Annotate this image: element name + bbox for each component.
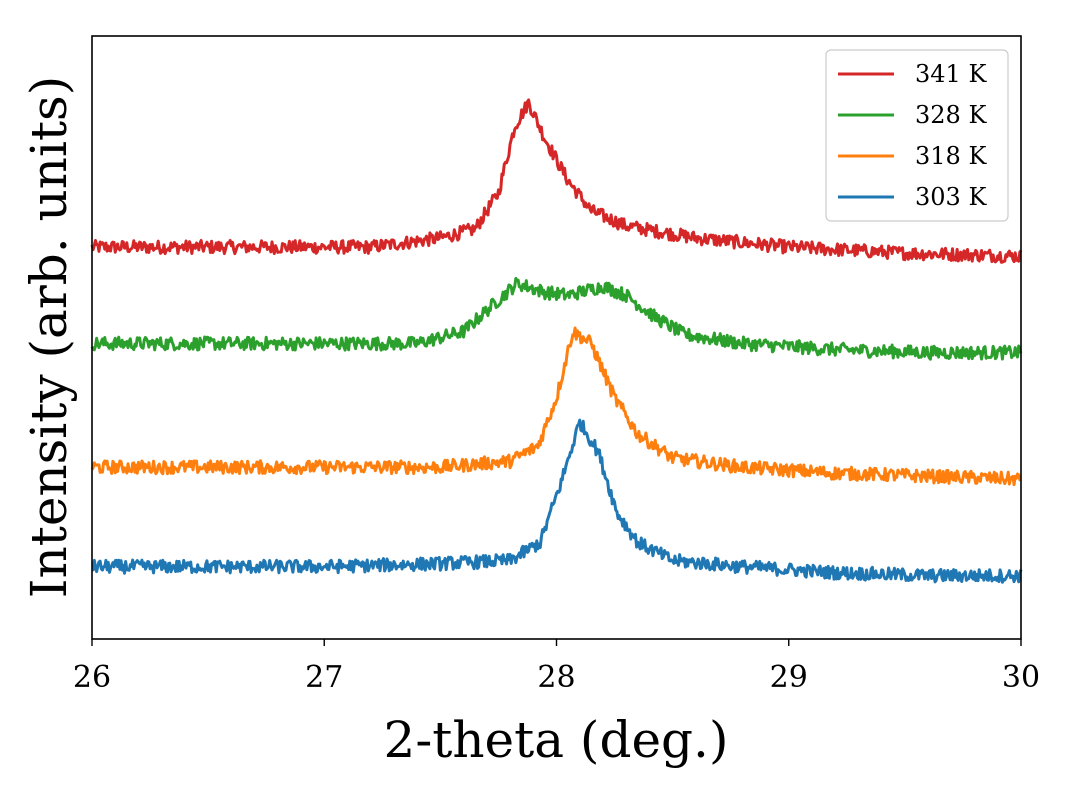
legend-label-2: 318 K — [915, 142, 987, 170]
x-tick-label: 26 — [73, 660, 111, 695]
series-line-2 — [90, 326, 1022, 487]
series-line-3 — [91, 418, 1023, 584]
legend-label-1: 328 K — [915, 101, 987, 129]
x-tick-label: 29 — [770, 660, 808, 695]
series-line-0 — [90, 98, 1023, 264]
series-line-1 — [90, 276, 1023, 361]
legend-box — [825, 49, 1009, 222]
y-axis-title: Intensity (arb. units) — [20, 76, 78, 598]
legend: 341 K 328 K 318 K 303 K — [825, 49, 1009, 222]
series-lines — [90, 98, 1023, 584]
x-axis-title: 2-theta (deg.) — [384, 711, 729, 769]
legend-label-3: 303 K — [915, 183, 987, 211]
x-axis-ticks: 26 27 28 29 30 — [73, 639, 1040, 695]
x-tick-label: 30 — [1002, 660, 1040, 695]
x-tick-label: 28 — [537, 660, 575, 695]
x-tick-label: 27 — [305, 660, 343, 695]
legend-label-0: 341 K — [915, 60, 987, 88]
